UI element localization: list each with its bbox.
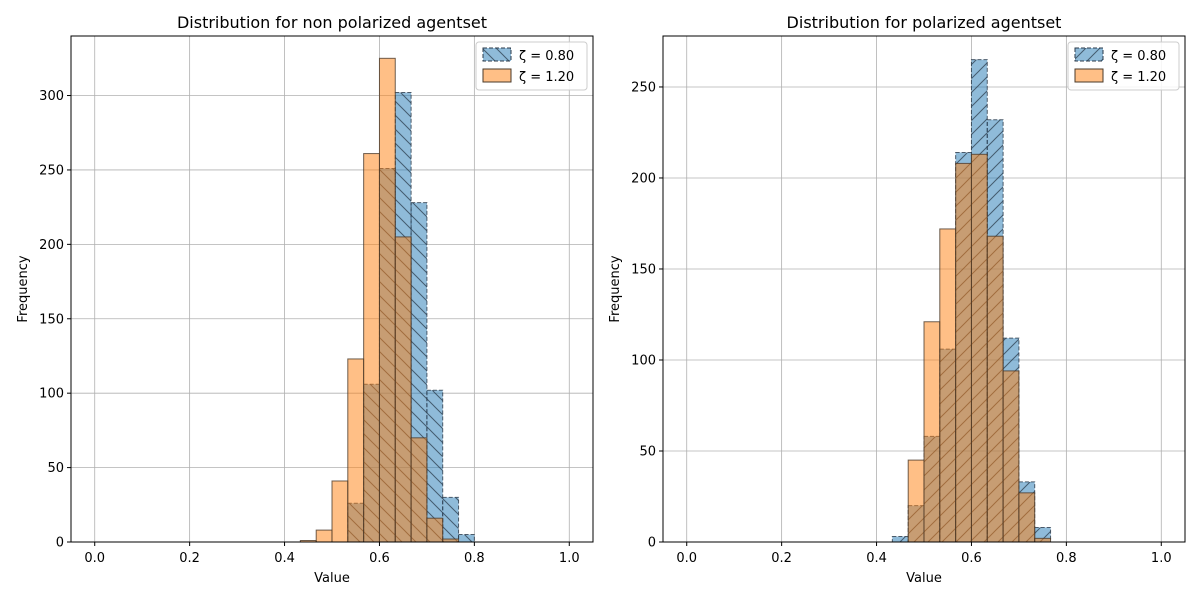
x-tick-label: 0.6: [369, 551, 390, 566]
subplot-non-polarized: Distribution for non polarized agentset …: [16, 13, 594, 586]
y-tick-label: 200: [39, 238, 64, 253]
bar-series-2-bin-19: [378, 57, 396, 542]
chart-title: Distribution for non polarized agentset: [177, 13, 487, 32]
x-tick-label: 0.6: [961, 551, 982, 566]
y-tick-label: 150: [39, 312, 64, 327]
grid: [663, 36, 1185, 543]
plot-frame: [70, 35, 594, 543]
legend-swatch-zeta-120: [1074, 68, 1104, 83]
histogram-bars: [299, 57, 475, 542]
x-tick-label: 0.8: [1056, 551, 1077, 566]
y-tick-label: 250: [631, 80, 656, 95]
x-tick-label: 0.2: [771, 551, 792, 566]
y-axis-label: Frequency: [608, 255, 623, 322]
legend: ζ = 0.80 ζ = 1.20: [1067, 41, 1180, 91]
bar-series-2-bin-16: [923, 321, 941, 542]
bar-series-2-bin-23: [442, 538, 460, 542]
bar-series-2-bin-21: [1002, 370, 1020, 542]
bar-series-2-bin-19: [970, 153, 988, 542]
x-tick-label: 0.0: [84, 551, 105, 566]
y-tick-label: 0: [648, 536, 656, 551]
y-tick-label: 300: [39, 89, 64, 104]
x-axis-ticks: 0.0 0.2 0.4 0.6 0.8 1.0: [84, 542, 580, 566]
bar-series-2-bin-18: [363, 153, 380, 542]
x-tick-label: 1.0: [1151, 551, 1172, 566]
bar-series-2-bin-16: [331, 480, 349, 542]
legend-swatch-hatch-zeta-080: [483, 48, 511, 61]
bar-hatch-series-1-bin-22: [426, 390, 443, 542]
x-tick-label: 0.0: [676, 551, 697, 566]
bar-series-2-bin-22: [1018, 492, 1036, 542]
legend-label-zeta-080: ζ = 0.80: [519, 49, 574, 64]
x-axis-ticks: 0.0 0.2 0.4 0.6 0.8 1.0: [676, 542, 1172, 566]
y-tick-label: 100: [631, 353, 656, 368]
legend-label-zeta-120: ζ = 1.20: [519, 70, 574, 85]
y-tick-label: 200: [631, 171, 656, 186]
x-tick-label: 0.4: [866, 551, 887, 566]
y-axis-ticks: 0 50 100 150 200 250: [631, 80, 663, 551]
grid: [71, 36, 593, 543]
x-tick-label: 0.4: [274, 551, 295, 566]
x-tick-label: 1.0: [559, 551, 580, 566]
bar-series-2-bin-23: [1034, 537, 1052, 542]
x-tick-label: 0.2: [179, 551, 200, 566]
legend-label-zeta-120: ζ = 1.20: [1111, 70, 1166, 85]
y-tick-label: 0: [56, 536, 64, 551]
y-axis-ticks: 0 50 100 150 200 250 300: [39, 89, 71, 551]
bar-hatch-series-1-bin-14: [892, 536, 909, 542]
bar-series-2-bin-15: [315, 529, 333, 542]
y-tick-label: 100: [39, 387, 64, 402]
chart-title: Distribution for polarized agentset: [787, 13, 1062, 32]
y-tick-label: 150: [631, 262, 656, 277]
bar-series-2-bin-15: [907, 459, 925, 542]
legend-swatch-zeta-120: [482, 68, 512, 83]
legend-swatch-hatch-zeta-080: [1075, 48, 1103, 61]
bar-series-2-bin-22: [426, 517, 444, 542]
y-axis-label: Frequency: [16, 255, 31, 322]
legend-label-zeta-080: ζ = 0.80: [1111, 49, 1166, 64]
x-axis-label: Value: [314, 571, 350, 586]
y-tick-label: 250: [39, 163, 64, 178]
bar-series-2-bin-21: [410, 437, 428, 542]
x-axis-label: Value: [906, 571, 942, 586]
bar-series-2-bin-17: [939, 228, 957, 542]
histogram-bars: [891, 59, 1052, 542]
bar-hatch-series-1-bin-24: [458, 534, 475, 542]
bar-series-2-bin-20: [986, 235, 1004, 542]
x-tick-label: 0.8: [464, 551, 485, 566]
subplot-polarized: Distribution for polarized agentset 0.0 0…: [608, 13, 1186, 586]
y-tick-label: 50: [47, 461, 64, 476]
plot-frame: [662, 35, 1186, 543]
bar-series-2-bin-20: [394, 236, 412, 542]
bar-series-2-bin-18: [955, 162, 972, 542]
y-tick-label: 50: [639, 444, 656, 459]
bar-hatch-series-1-bin-23: [442, 497, 459, 542]
legend: ζ = 0.80 ζ = 1.20: [475, 41, 588, 91]
bar-series-2-bin-17: [347, 358, 365, 542]
